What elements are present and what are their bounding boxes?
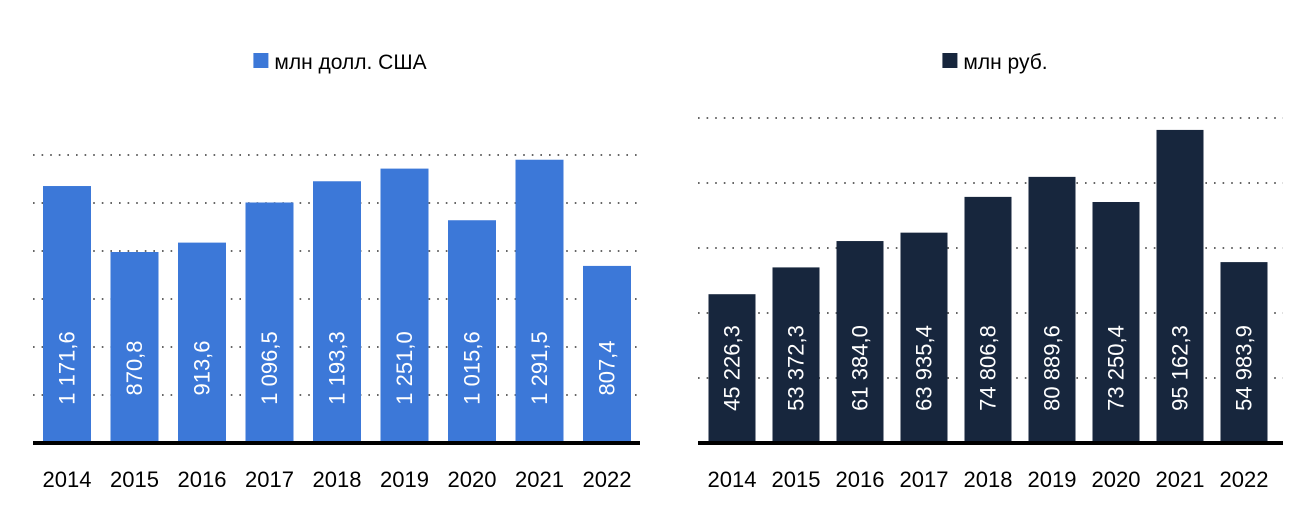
x-tick-label: 2017 [245, 467, 294, 492]
bar-value-label: 54 983,9 [1232, 325, 1257, 411]
bar [178, 242, 226, 443]
x-tick-label: 2020 [448, 467, 497, 492]
bar [1156, 129, 1204, 444]
x-tick-label: 2021 [1156, 467, 1205, 492]
x-tick-label: 2015 [110, 467, 159, 492]
x-tick-label: 2019 [1028, 467, 1077, 492]
bar-value-label: 807,4 [595, 340, 620, 395]
x-tick-label: 2014 [708, 467, 757, 492]
x-tick-labels: 2014 2015 2016 2017 2018 2019 2020 2021 2022 [708, 467, 1269, 492]
bar-value-label: 870,8 [122, 340, 147, 395]
bar-value-label: 913,6 [190, 340, 215, 395]
bar-value-label: 1 193,3 [325, 331, 350, 404]
x-tick-label: 2020 [1092, 467, 1141, 492]
legend-swatch [942, 53, 958, 68]
bar-value-label: 1 096,5 [257, 331, 282, 404]
x-tick-label: 2019 [380, 467, 429, 492]
bar-value-labels: 45 226,3 53 372,3 61 384,0 63 935,4 74 806,8… [720, 325, 1257, 411]
bar-value-label: 95 162,3 [1168, 325, 1193, 411]
x-tick-label: 2014 [43, 467, 92, 492]
x-tick-label: 2016 [178, 467, 227, 492]
x-tick-label: 2016 [836, 467, 885, 492]
bar-value-label: 63 935,4 [912, 325, 937, 411]
bar [1092, 202, 1140, 443]
bar [772, 267, 820, 443]
x-tick-label: 2018 [964, 467, 1013, 492]
bar [110, 252, 159, 443]
x-tick-labels: 2014 2015 2016 2017 2018 2019 2020 2021 2022 [43, 467, 632, 492]
bar-value-label: 1 291,5 [527, 331, 552, 404]
chart-usd: 1 171,6 870,8 913,6 1 096,5 1 193,3 1 251,0 1 … [33, 51, 640, 492]
bar [43, 186, 91, 444]
x-tick-label: 2017 [900, 467, 949, 492]
bar [448, 220, 496, 443]
x-tick-label: 2018 [313, 467, 362, 492]
bar [515, 159, 564, 443]
chart-rub: 45 226,3 53 372,3 61 384,0 63 935,4 74 806,8… [698, 51, 1283, 492]
bar [964, 196, 1012, 443]
legend: млн долл. США [253, 51, 427, 74]
x-tick-label: 2015 [772, 467, 821, 492]
legend-label: млн долл. США [274, 51, 426, 74]
legend-label: млн руб. [963, 51, 1047, 74]
bar-value-label: 61 384,0 [848, 325, 873, 411]
bar [245, 202, 294, 443]
bar [708, 294, 756, 443]
x-tick-label: 2022 [1220, 467, 1269, 492]
bars [43, 159, 631, 444]
bar-value-label: 74 806,8 [976, 325, 1001, 411]
x-tick-label: 2022 [583, 467, 632, 492]
bar [900, 232, 948, 443]
bar [1220, 262, 1268, 443]
bars [708, 129, 1268, 444]
bar-value-labels: 1 171,6 870,8 913,6 1 096,5 1 193,3 1 251,0 1 … [55, 331, 620, 404]
bar [1028, 176, 1076, 443]
bar [380, 168, 429, 443]
legend: млн руб. [942, 51, 1048, 74]
bar-value-label: 1 015,6 [460, 331, 485, 404]
bar-value-label: 1 251,0 [392, 331, 417, 404]
bar [836, 241, 884, 443]
bar-value-label: 53 372,3 [784, 325, 809, 411]
bar-value-label: 73 250,4 [1104, 325, 1129, 411]
x-tick-label: 2021 [515, 467, 564, 492]
bar [583, 265, 631, 443]
bar [313, 181, 361, 443]
bar-value-label: 45 226,3 [720, 325, 745, 411]
bar-value-label: 1 171,6 [55, 331, 80, 404]
legend-swatch [253, 53, 269, 68]
bar-value-label: 80 889,6 [1040, 325, 1065, 411]
